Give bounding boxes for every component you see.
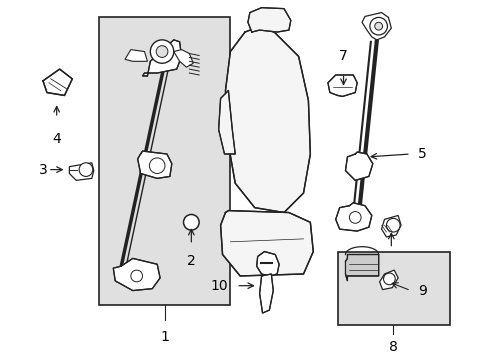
Polygon shape [225,27,310,212]
Bar [337,252,449,325]
Circle shape [383,273,394,285]
Circle shape [150,40,173,63]
Text: 5: 5 [417,147,426,161]
Polygon shape [381,216,400,237]
Polygon shape [361,13,390,40]
Polygon shape [69,163,94,180]
Polygon shape [43,69,72,95]
Text: 10: 10 [210,279,228,293]
Text: 2: 2 [186,255,195,269]
Polygon shape [327,75,356,96]
Circle shape [348,212,360,223]
Polygon shape [218,91,235,154]
Circle shape [156,46,167,57]
Text: 9: 9 [417,284,426,298]
Circle shape [386,219,399,232]
Circle shape [149,158,164,174]
Circle shape [131,270,142,282]
Text: 3: 3 [39,163,47,177]
Polygon shape [335,203,371,231]
Bar [99,17,230,305]
Circle shape [79,163,93,176]
Polygon shape [379,270,397,289]
Text: 1: 1 [160,330,169,343]
Polygon shape [220,211,313,276]
Polygon shape [173,50,193,67]
Polygon shape [113,258,160,291]
Polygon shape [345,255,378,281]
Text: 4: 4 [52,131,61,145]
Circle shape [183,215,199,230]
Polygon shape [256,252,279,276]
Circle shape [374,22,382,30]
Polygon shape [247,8,290,32]
Polygon shape [142,40,181,76]
Text: 6: 6 [386,258,395,273]
Circle shape [369,17,386,35]
Polygon shape [345,152,372,180]
Polygon shape [259,274,273,313]
Polygon shape [138,151,171,179]
Text: 7: 7 [339,49,347,63]
Text: 8: 8 [388,340,397,354]
Polygon shape [125,50,147,61]
